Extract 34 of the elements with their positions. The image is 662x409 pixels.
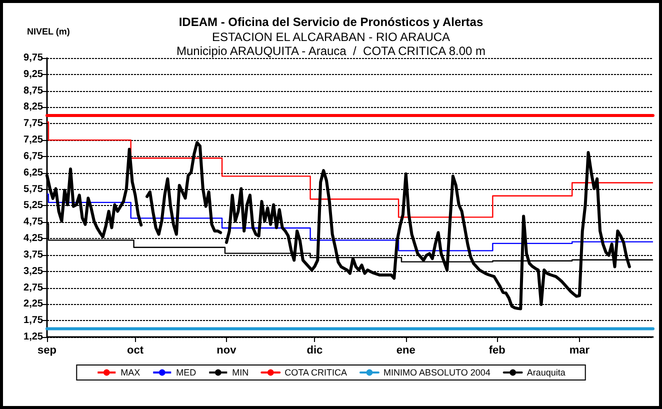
y-tick-label: 3,25 (24, 266, 44, 277)
y-tick-label: 3,75 (24, 249, 44, 260)
y-tick-label: 1,75 (24, 315, 44, 326)
y-tick-label: 8,75 (24, 85, 44, 96)
x-tick-label: sep (38, 344, 57, 356)
x-tick-label: oct (127, 344, 144, 356)
y-tick-label: 5,75 (24, 184, 44, 195)
y-tick-label: 7,25 (24, 134, 44, 146)
x-tick-label: feb (488, 344, 506, 356)
y-tick-label: 1,25 (24, 332, 44, 342)
x-tick-label: mar (569, 344, 590, 356)
chart-subtitle: ESTACION EL ALCARABAN - RIO ARAUCA Municipio ARAUQUITA - Arauca / COTA CRITICA 8.00 m (176, 30, 486, 58)
y-tick-label: 5,25 (24, 200, 44, 212)
y-tick-label: 9,25 (24, 68, 44, 80)
y-tick-label: 8,25 (24, 102, 44, 113)
y-tick-label: 4,75 (24, 216, 44, 228)
x-tick-label: nov (216, 344, 238, 356)
legend-label: COTA CRITICA (284, 368, 347, 378)
y-axis-title: NIVEL (m) (27, 26, 70, 36)
y-tick-label: 9,75 (24, 52, 44, 64)
y-tick-label: 2,75 (24, 282, 44, 294)
x-tick-label: ene (396, 344, 416, 356)
y-tick-label: 6,25 (24, 167, 44, 178)
legend-label: MINIMO ABSOLUTO 2004 (383, 368, 490, 378)
y-tick-label: 7,75 (24, 118, 44, 130)
legend-label: MIN (232, 368, 249, 378)
legend-label: MAX (120, 368, 140, 378)
y-tick-label: 2,25 (24, 298, 44, 310)
y-tick-label: 6,75 (24, 150, 44, 162)
legend-label: Arauquita (526, 368, 566, 378)
x-tick-label: dic (306, 344, 323, 356)
chart-title: IDEAM - Oficina del Servicio de Pronósticos y Alertas (178, 15, 484, 29)
legend-label: MED (176, 368, 197, 378)
y-tick-label: 4,25 (24, 233, 44, 244)
